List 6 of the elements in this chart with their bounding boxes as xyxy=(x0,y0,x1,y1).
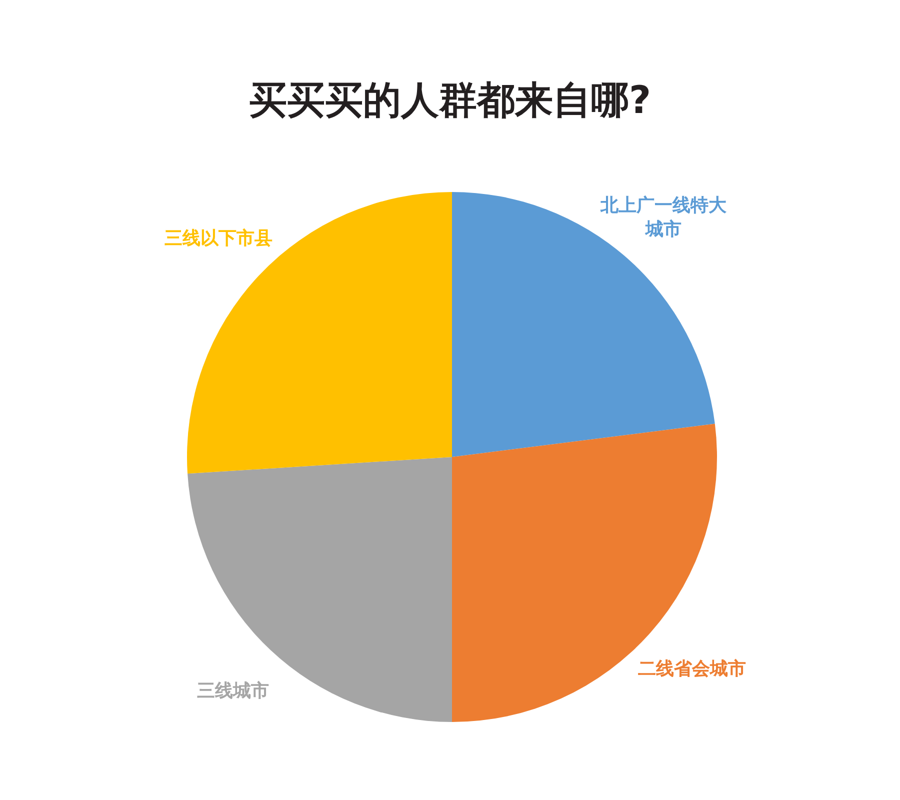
slice-label: 三线城市 xyxy=(196,680,269,701)
slice-label: 三线以下市县 xyxy=(164,227,273,248)
pie-slice xyxy=(188,457,452,722)
slice-label: 北上广一线特大城市 xyxy=(600,194,728,240)
chart-title: 买买买的人群都来自哪? xyxy=(248,77,652,124)
slice-label: 二线省会城市 xyxy=(638,658,746,680)
